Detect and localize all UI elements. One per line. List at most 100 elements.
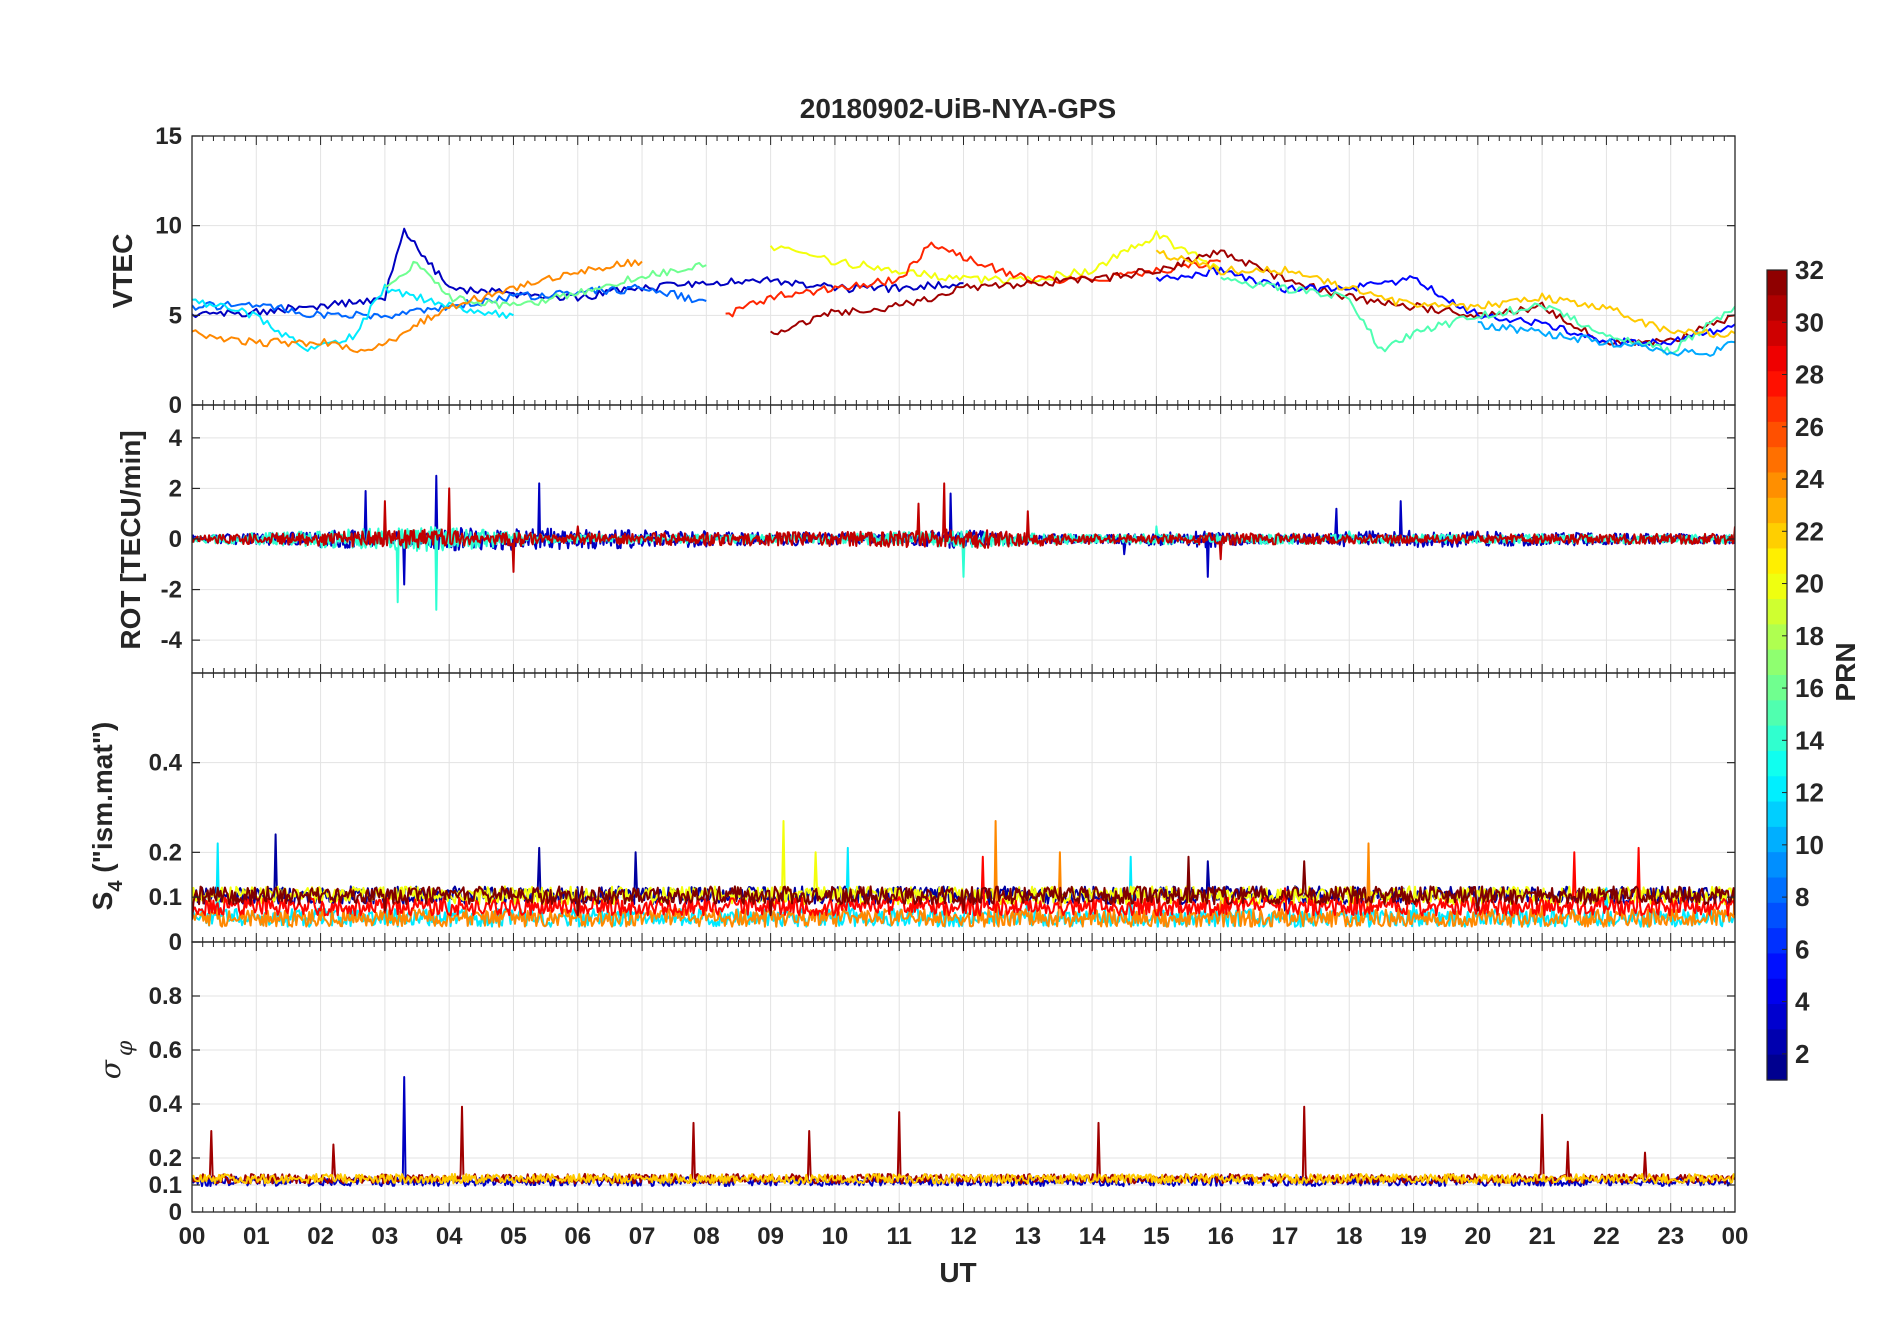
series-line-prn-5	[1155, 266, 1735, 347]
panel-frame	[191, 941, 1736, 1213]
colorbar-tick-label: 6	[1795, 934, 1809, 964]
colorbar-segment	[1767, 1029, 1787, 1056]
colorbar-segment	[1767, 826, 1787, 853]
data-layer	[192, 227, 1735, 1188]
y-tick-label: -4	[161, 627, 183, 654]
x-tick-label: 11	[887, 1223, 912, 1250]
colorbar-segment	[1767, 345, 1787, 372]
x-tick-label: 12	[950, 1223, 977, 1250]
vtec-ylabel: VTEC	[107, 234, 138, 309]
y-tick-label: 4	[169, 425, 183, 452]
colorbar-segment	[1767, 902, 1787, 929]
colorbar-segment	[1767, 877, 1787, 904]
y-tick-label: -2	[161, 577, 182, 604]
x-tick-label: 21	[1529, 1223, 1556, 1250]
y-tick-label: 0.1	[149, 884, 182, 911]
x-tick-label: 04	[436, 1223, 463, 1250]
colorbar-tick-label: 2	[1795, 1039, 1809, 1069]
y-tick-label: 0	[169, 526, 182, 553]
x-tick-label: 09	[757, 1223, 784, 1250]
x-tick-label: 00	[179, 1223, 206, 1250]
colorbar-tick-label: 28	[1795, 360, 1824, 390]
rot-ylabel: ROT [TECU/min]	[115, 430, 146, 649]
colorbar-tick-label: 16	[1795, 673, 1824, 703]
colorbar-tick-label: 26	[1795, 412, 1824, 442]
colorbar-segment	[1767, 928, 1787, 955]
x-tick-label: 07	[629, 1223, 656, 1250]
series-line-prn-30	[192, 482, 1735, 573]
y-tick-label: 0.2	[149, 1145, 182, 1172]
panel-rot-series	[192, 474, 1735, 611]
series-line-prn-31	[770, 249, 1735, 346]
colorbar-segment	[1767, 649, 1787, 676]
y-tick-label: 0.1	[149, 1172, 182, 1199]
colorbar-tick-label: 30	[1795, 307, 1824, 337]
series-line-prn-22	[1155, 249, 1735, 339]
y-tick-label: 0	[169, 392, 182, 419]
colorbar-tick-label: 22	[1795, 516, 1824, 546]
chart-title: 20180902-UiB-NYA-GPS	[800, 93, 1116, 124]
s4-ylabel-rest: ("ism.mat")	[87, 722, 118, 881]
x-tick-label: 00	[1722, 1223, 1749, 1250]
y-tick-label: 5	[169, 302, 182, 329]
series-line-prn-8	[192, 283, 707, 320]
y-tick-label: 0.2	[149, 839, 182, 866]
series-line-prn-20	[769, 230, 1222, 285]
colorbar-segment	[1767, 472, 1787, 499]
colorbar-segment	[1767, 573, 1787, 600]
x-tick-label: 13	[1014, 1223, 1041, 1250]
colorbar-tick-label: 10	[1795, 830, 1824, 860]
y-tick-label: 0.4	[149, 750, 183, 777]
colorbar-segment	[1767, 320, 1787, 347]
x-tick-label: 15	[1143, 1223, 1170, 1250]
series-line-prn-16	[384, 260, 707, 310]
colorbar-tick-label: 32	[1795, 255, 1824, 285]
x-tick-label: 19	[1400, 1223, 1427, 1250]
colorbar-tick-label: 24	[1795, 464, 1824, 494]
y-tick-label: 15	[155, 123, 182, 150]
y-tick-label: 0.4	[149, 1091, 183, 1118]
colorbar-segment	[1767, 978, 1787, 1005]
colorbar-segment	[1767, 700, 1787, 727]
series-line-prn-24	[192, 258, 643, 354]
x-tick-label: 05	[500, 1223, 527, 1250]
colorbar-segment	[1767, 548, 1787, 575]
axes-layer: 051015-4-202400.10.20.400.10.20.40.60.80…	[149, 123, 1749, 1250]
x-tick-label: 18	[1336, 1223, 1363, 1250]
x-tick-label: 06	[564, 1223, 591, 1250]
sigma-ylabel: σφ	[94, 1040, 138, 1079]
colorbar-segment	[1767, 801, 1787, 828]
y-tick-label: 0.8	[149, 983, 182, 1010]
colorbar-segment	[1767, 497, 1787, 524]
panel-sigma_phi-series	[192, 1076, 1735, 1188]
sigma-ylabel-main: σ	[94, 1059, 127, 1079]
panel-s4-series	[192, 820, 1735, 928]
panel-vtec-series	[192, 227, 1735, 357]
x-axis-label: UT	[939, 1257, 976, 1288]
x-tick-label: 20	[1464, 1223, 1491, 1250]
sigma-ylabel-sub: φ	[113, 1040, 138, 1056]
y-tick-label: 0.6	[149, 1037, 182, 1064]
series-line-prn-12	[192, 283, 514, 352]
s4-ylabel: S4 ("ism.mat")	[87, 722, 127, 911]
colorbar-tick-label: 18	[1795, 621, 1824, 651]
colorbar-segment	[1767, 599, 1787, 625]
y-tick-label: 0	[169, 1199, 182, 1226]
colorbar-segment	[1767, 1054, 1787, 1081]
x-tick-label: 01	[243, 1223, 270, 1250]
colorbar-segment	[1767, 750, 1787, 777]
x-tick-label: 23	[1657, 1223, 1684, 1250]
series-line-prn-10	[1477, 321, 1735, 357]
colorbar-tick-label: 8	[1795, 882, 1809, 912]
series-line-prn-32	[192, 855, 1735, 920]
colorbar-segment	[1767, 1004, 1787, 1030]
colorbar-segment	[1767, 270, 1787, 296]
y-tick-label: 2	[169, 475, 182, 502]
colorbar-tick-label: 14	[1795, 725, 1824, 755]
colorbar-segment	[1767, 396, 1787, 423]
series-line-prn-3	[192, 227, 964, 319]
colorbar-segment	[1767, 295, 1787, 322]
colorbar-segment	[1767, 421, 1787, 448]
